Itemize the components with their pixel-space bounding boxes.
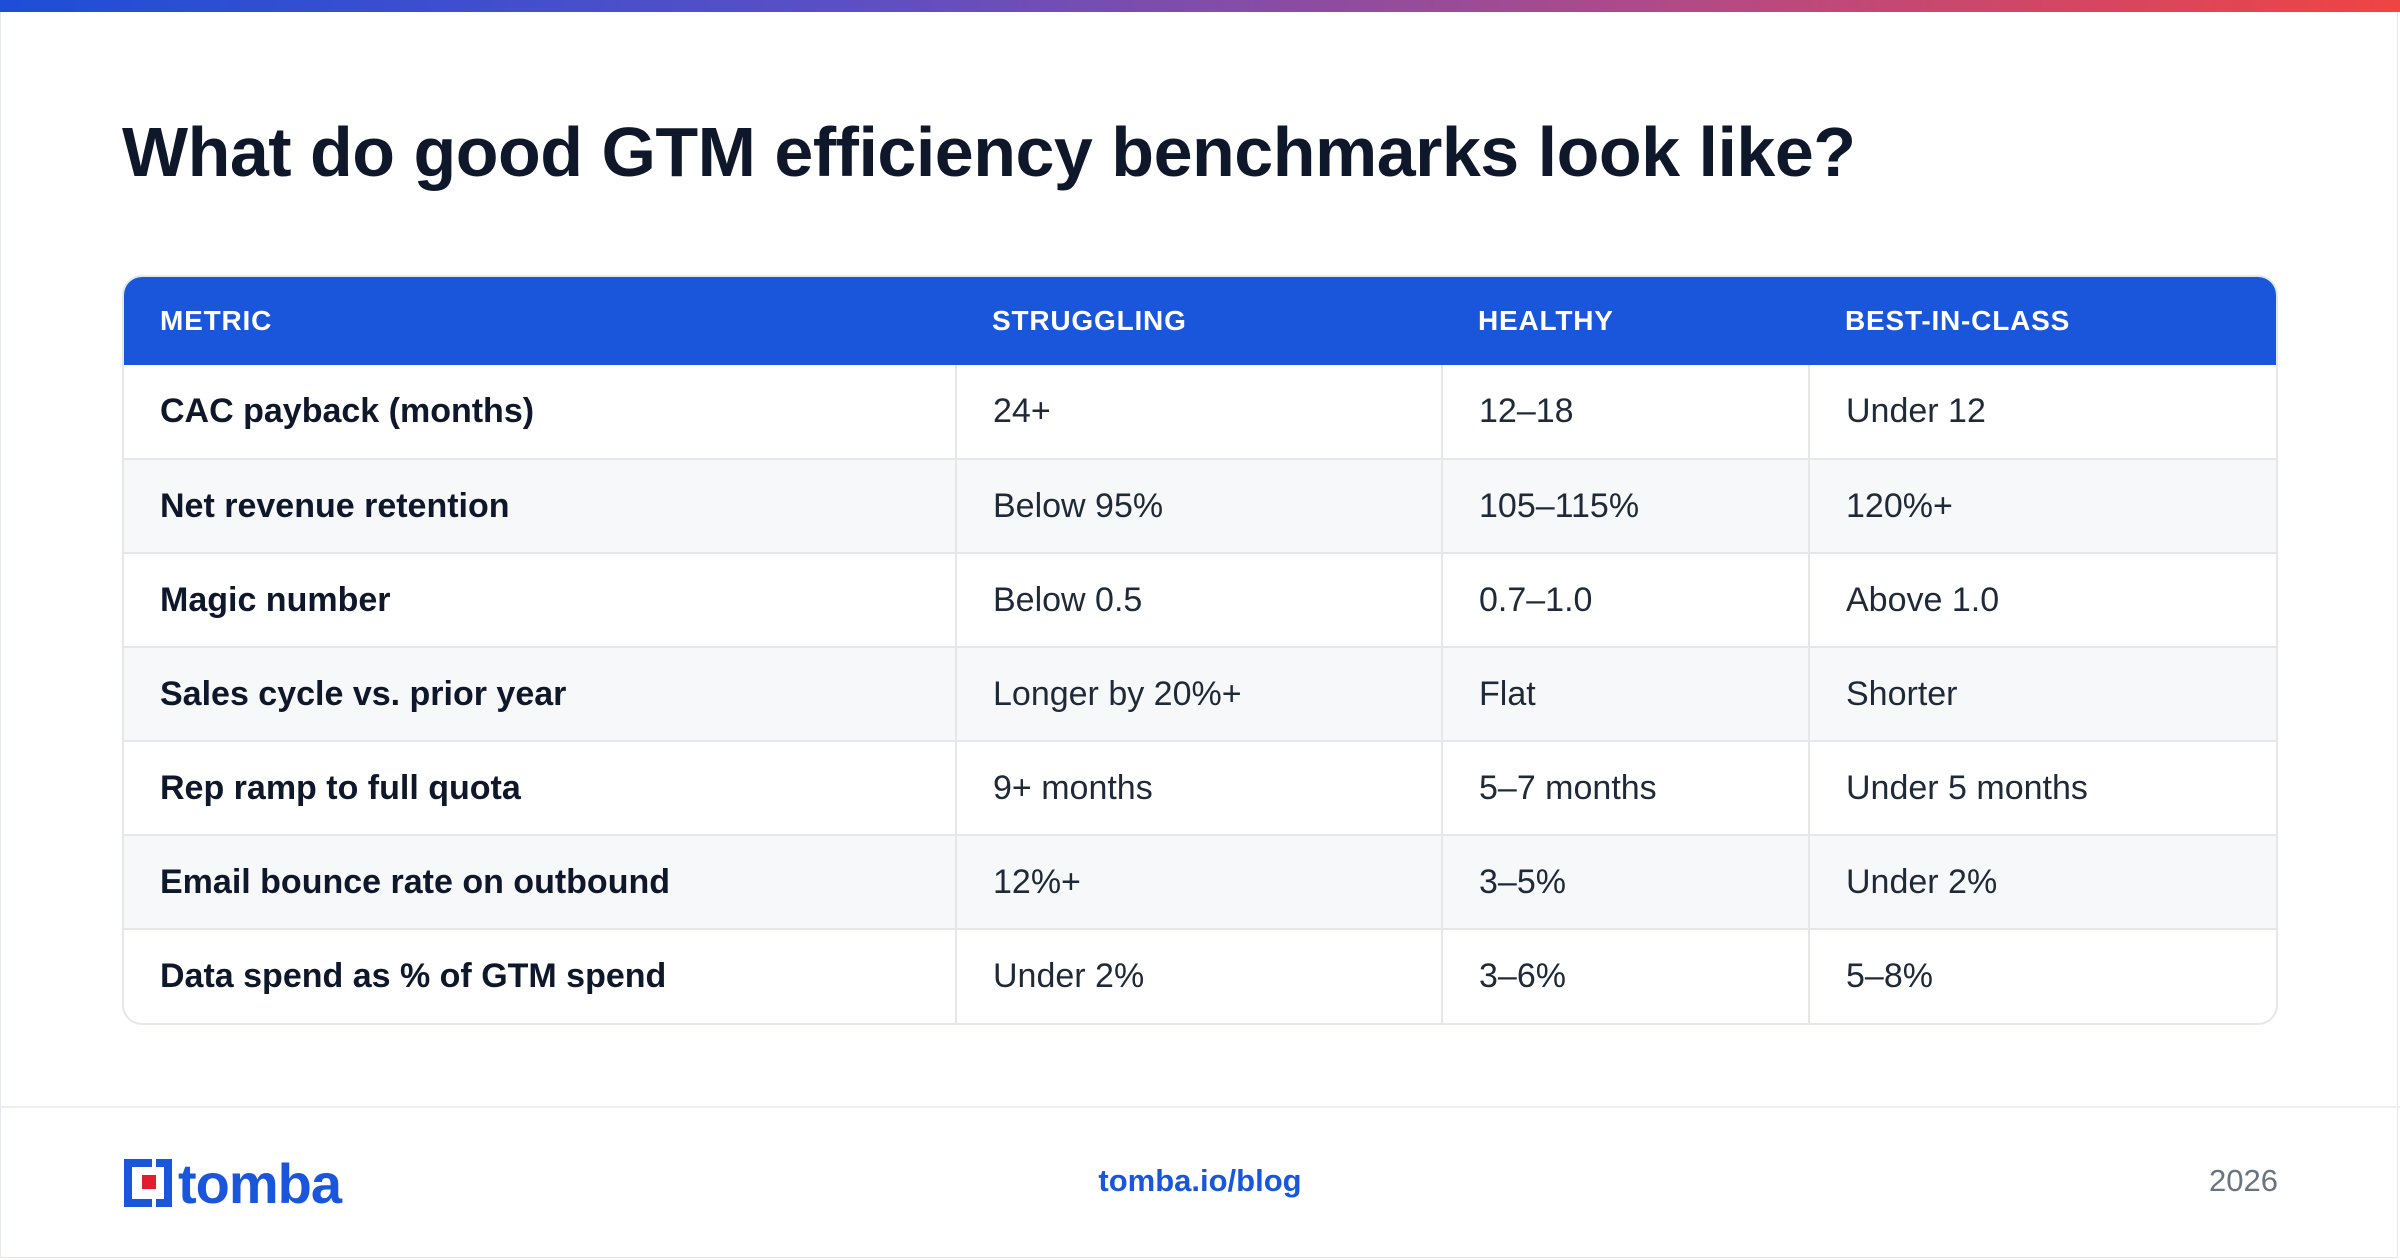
- struggling-cell: 12%+: [955, 834, 1442, 929]
- metric-cell: CAC payback (months): [160, 392, 535, 430]
- top-gradient-bar: [0, 0, 2400, 12]
- header-healthy: HEALTHY: [1478, 305, 1614, 336]
- metric-cell: Data spend as % of GTM spend: [124, 928, 956, 1023]
- healthy-cell: 12–18: [1441, 365, 1809, 459]
- best-in-class-cell: Under 2%: [1808, 834, 2276, 929]
- table-row: Data spend as % of GTM spend Under 2% 3–…: [124, 928, 2276, 1023]
- benchmarks-table-container: METRIC STRUGGLING HEALTHY BEST-IN-CLASS …: [122, 275, 2278, 1025]
- struggling-cell: 24+: [955, 365, 1442, 459]
- struggling-cell: Below 0.5: [955, 552, 1442, 647]
- healthy-cell: 105–115%: [1441, 458, 1809, 553]
- table-row: CAC payback (months) 24+ 12–18 Under 12: [124, 365, 2276, 459]
- benchmarks-table: METRIC STRUGGLING HEALTHY BEST-IN-CLASS …: [124, 277, 2276, 1023]
- struggling-cell: 9+ months: [955, 740, 1442, 835]
- table-row: Rep ramp to full quota 9+ months 5–7 mon…: [124, 740, 2276, 835]
- healthy-cell: 3–5%: [1441, 834, 1809, 929]
- table-header-row: METRIC STRUGGLING HEALTHY BEST-IN-CLASS: [124, 277, 2276, 365]
- year-label: 2026: [2209, 1163, 2278, 1198]
- metric-cell: Rep ramp to full quota: [124, 740, 956, 835]
- header-best-in-class: BEST-IN-CLASS: [1845, 305, 2071, 336]
- table-row: Net revenue retention Below 95% 105–115%…: [124, 458, 2276, 553]
- best-in-class-cell: Above 1.0: [1808, 552, 2276, 647]
- header-metric: METRIC: [160, 305, 273, 336]
- metric-cell: Magic number: [124, 552, 956, 647]
- healthy-cell: Flat: [1441, 646, 1809, 741]
- metric-cell: Net revenue retention: [124, 458, 956, 553]
- metric-cell: Sales cycle vs. prior year: [124, 646, 956, 741]
- healthy-cell: 5–7 months: [1441, 740, 1809, 835]
- page-title: What do good GTM efficiency benchmarks l…: [122, 113, 1856, 191]
- best-in-class-cell: Under 12: [1808, 365, 2276, 459]
- table-row: Magic number Below 0.5 0.7–1.0 Above 1.0: [124, 552, 2276, 647]
- best-in-class-cell: Shorter: [1808, 646, 2276, 741]
- struggling-cell: Longer by 20%+: [955, 646, 1442, 741]
- best-in-class-cell: 5–8%: [1808, 928, 2276, 1023]
- footer-divider: [0, 1106, 2400, 1108]
- struggling-cell: Under 2%: [955, 928, 1442, 1023]
- healthy-cell: 3–6%: [1441, 928, 1809, 1023]
- healthy-cell: 0.7–1.0: [1441, 552, 1809, 647]
- table-row: Sales cycle vs. prior year Longer by 20%…: [124, 646, 2276, 741]
- table-row: Email bounce rate on outbound 12%+ 3–5% …: [124, 834, 2276, 929]
- best-in-class-cell: Under 5 months: [1808, 740, 2276, 835]
- struggling-cell: Below 95%: [955, 458, 1442, 553]
- metric-cell: Email bounce rate on outbound: [124, 834, 956, 929]
- blog-link[interactable]: tomba.io/blog: [1098, 1163, 1302, 1198]
- tomba-logo-mark: tomba: [124, 1157, 344, 1209]
- best-in-class-cell: 120%+: [1808, 458, 2276, 553]
- header-struggling: STRUGGLING: [992, 305, 1187, 336]
- svg-text:tomba: tomba: [178, 1157, 343, 1209]
- tomba-logo[interactable]: tomba: [122, 1157, 378, 1209]
